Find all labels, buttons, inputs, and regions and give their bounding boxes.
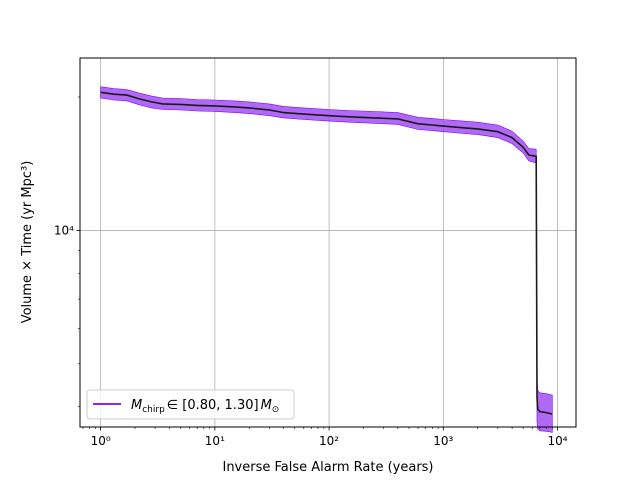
x-axis-ticks: 10⁰ 10¹ 10² 10³ 10⁴	[82, 427, 568, 448]
legend: Mchirp ∈ [0.80, 1.30] M⊙	[86, 389, 295, 420]
x-tick-label: 10³	[433, 434, 453, 448]
y-axis-ticks: 10⁴	[54, 96, 80, 408]
x-axis-label: Inverse False Alarm Rate (years)	[222, 460, 433, 475]
legend-box	[86, 389, 295, 420]
y-axis-label: Volume × Time (yr Mpc³)	[20, 161, 35, 324]
y-tick-label: 10⁴	[54, 223, 74, 237]
plot-area	[100, 86, 553, 433]
x-tick-label: 10⁴	[548, 434, 568, 448]
series-line	[100, 91, 553, 415]
x-tick-label: 10⁰	[91, 434, 111, 448]
axes-frame	[79, 57, 577, 428]
series-error-band	[100, 86, 553, 433]
x-tick-label: 10¹	[205, 434, 225, 448]
x-tick-label: 10²	[319, 434, 339, 448]
legend-label: Mchirp ∈ [0.80, 1.30] M⊙	[131, 398, 279, 415]
